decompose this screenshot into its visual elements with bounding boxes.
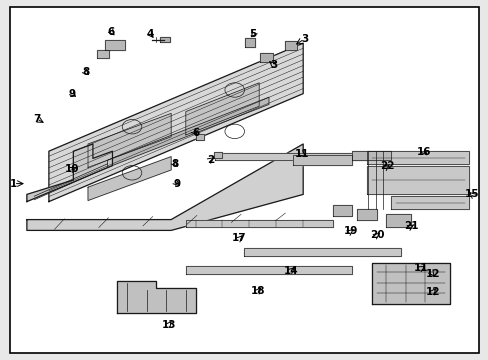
Text: 4: 4 [146,29,154,39]
Text: 6: 6 [192,128,199,138]
Polygon shape [284,41,297,50]
Polygon shape [185,83,259,135]
Polygon shape [27,144,112,202]
Polygon shape [351,151,390,160]
Text: 8: 8 [82,67,89,77]
Polygon shape [185,266,351,274]
Polygon shape [260,53,272,62]
Text: 20: 20 [369,230,384,240]
Polygon shape [88,113,171,167]
Polygon shape [332,205,351,216]
Text: 3: 3 [301,34,307,44]
Polygon shape [97,50,108,58]
Text: 12: 12 [425,287,439,297]
Polygon shape [105,40,124,50]
Polygon shape [245,38,255,47]
Polygon shape [386,214,410,227]
Polygon shape [356,209,376,220]
Text: 3: 3 [270,60,277,70]
Text: 16: 16 [416,147,431,157]
Text: 13: 13 [161,320,176,330]
Polygon shape [88,157,171,201]
Text: 19: 19 [343,226,358,236]
FancyBboxPatch shape [10,7,478,353]
Text: 5: 5 [249,29,256,39]
Polygon shape [214,152,222,158]
Polygon shape [27,144,303,230]
Text: 8: 8 [171,159,178,169]
Polygon shape [371,263,449,304]
Polygon shape [195,134,204,140]
Text: 11: 11 [413,263,428,273]
Text: 22: 22 [379,161,394,171]
Polygon shape [160,37,170,42]
Text: 12: 12 [425,269,439,279]
Text: 14: 14 [283,266,298,276]
Polygon shape [185,220,332,227]
Polygon shape [390,196,468,209]
Text: 21: 21 [404,221,418,231]
Text: 10: 10 [65,164,80,174]
Polygon shape [293,155,351,165]
Text: 9: 9 [69,89,76,99]
Text: 6: 6 [108,27,115,37]
Text: 11: 11 [294,149,309,159]
Polygon shape [366,151,468,164]
Text: 1: 1 [10,179,17,189]
Text: 9: 9 [173,179,180,189]
Polygon shape [244,248,400,256]
Text: 7: 7 [33,114,41,124]
Polygon shape [49,43,303,202]
Polygon shape [117,281,195,313]
Polygon shape [107,97,268,167]
Text: 15: 15 [464,189,478,199]
Text: 18: 18 [250,286,265,296]
Text: 2: 2 [206,155,213,165]
Text: 17: 17 [232,233,246,243]
Polygon shape [366,166,468,194]
Polygon shape [215,153,429,160]
